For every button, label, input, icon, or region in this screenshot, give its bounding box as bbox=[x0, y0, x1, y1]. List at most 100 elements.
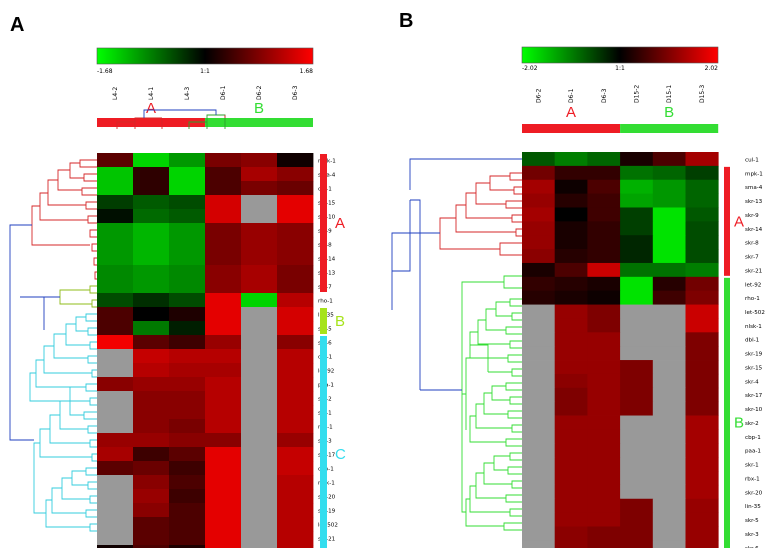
heatmap-cell bbox=[277, 265, 314, 280]
row-label: cul-1 bbox=[745, 157, 759, 163]
heatmap-cell bbox=[169, 335, 206, 350]
heatmap-cell bbox=[97, 153, 134, 168]
heatmap-cell bbox=[133, 251, 170, 266]
heatmap-cell bbox=[205, 181, 242, 196]
heatmap-cell bbox=[685, 471, 719, 486]
heatmap-cell bbox=[620, 373, 654, 389]
heatmap-cell bbox=[685, 360, 719, 375]
row-label: mpk-1 bbox=[745, 171, 763, 177]
heatmap-cell bbox=[133, 433, 170, 448]
heatmap-cell bbox=[620, 276, 654, 292]
row-label: skr-21 bbox=[745, 268, 763, 274]
heatmap-cell bbox=[652, 249, 686, 264]
heatmap-cell bbox=[620, 346, 654, 361]
heatmap-cell bbox=[554, 346, 588, 361]
column-group-bar bbox=[522, 124, 621, 133]
heatmap-cell bbox=[205, 475, 242, 490]
row-group-bar bbox=[320, 154, 327, 292]
heatmap-cell bbox=[554, 332, 588, 347]
heatmap-cell bbox=[97, 265, 134, 280]
row-group-bar bbox=[724, 166, 730, 276]
heatmap-cell bbox=[97, 307, 134, 322]
heatmap-cell bbox=[685, 165, 719, 181]
heatmap-cell bbox=[620, 304, 654, 319]
heatmap-cell bbox=[205, 377, 242, 392]
panel-b: B -2.02 1:1 2.02 D6-2 D6-1 D6-3 D15-2 D15-1 D… bbox=[391, 10, 765, 548]
heatmap-cell bbox=[522, 526, 556, 541]
heatmap-cell bbox=[587, 415, 621, 430]
column-label: D6-3 bbox=[601, 88, 608, 103]
heatmap-cell bbox=[169, 265, 206, 280]
row-label: let-92 bbox=[745, 282, 761, 288]
heatmap-cell bbox=[169, 279, 206, 294]
heatmap-cell bbox=[97, 321, 134, 336]
heatmap-cell bbox=[522, 249, 556, 264]
heatmap-cell bbox=[587, 346, 621, 361]
heatmap-cell bbox=[97, 531, 134, 546]
heatmap-cell bbox=[97, 335, 134, 350]
heatmap-cell bbox=[241, 475, 278, 490]
heatmap-cell bbox=[587, 207, 621, 222]
panel-a-scale-min: -1.68 bbox=[97, 68, 113, 75]
heatmap-cell bbox=[133, 293, 170, 308]
panel-b-scale-mid: 1:1 bbox=[615, 65, 625, 72]
heatmap-cell bbox=[685, 373, 719, 389]
heatmap-cell bbox=[652, 304, 686, 319]
heatmap-cell bbox=[587, 152, 621, 167]
heatmap-cell bbox=[685, 276, 719, 292]
column-label: L4-1 bbox=[148, 87, 155, 100]
heatmap-cell bbox=[554, 290, 588, 305]
heatmap-cell bbox=[241, 489, 278, 504]
heatmap-cell bbox=[97, 391, 134, 406]
heatmap-cell bbox=[97, 405, 134, 420]
heatmap-cell bbox=[652, 443, 686, 458]
heatmap-cell bbox=[587, 373, 621, 389]
heatmap-cell bbox=[554, 484, 588, 500]
panel-a-column-dendrogram bbox=[116, 109, 226, 129]
heatmap-cell bbox=[554, 471, 588, 486]
heatmap-cell bbox=[205, 545, 242, 548]
heatmap-cell bbox=[554, 207, 588, 222]
row-label: skr-6 bbox=[745, 546, 759, 548]
heatmap-cell bbox=[277, 447, 314, 462]
heatmap-cell bbox=[522, 179, 556, 195]
heatmap-cell bbox=[133, 209, 170, 224]
heatmap-cell bbox=[205, 265, 242, 280]
heatmap-cell bbox=[685, 401, 719, 416]
heatmap-cell bbox=[587, 235, 621, 250]
heatmap-cell bbox=[97, 237, 134, 252]
row-label: nlsk-1 bbox=[745, 324, 762, 330]
heatmap-cell bbox=[241, 321, 278, 336]
heatmap-cell bbox=[169, 433, 206, 448]
heatmap-cell bbox=[205, 293, 242, 308]
panel-a-row-groups: A B C bbox=[320, 154, 346, 548]
row-label: skr-20 bbox=[745, 490, 763, 496]
panel-b-color-scale bbox=[521, 46, 719, 64]
heatmap-cell bbox=[652, 290, 686, 305]
heatmap-cell bbox=[241, 377, 278, 392]
heatmap-cell bbox=[97, 419, 134, 434]
heatmap-cell bbox=[554, 221, 588, 236]
heatmap-cell bbox=[97, 181, 134, 196]
heatmap-cell bbox=[277, 503, 314, 518]
row-group-label: A bbox=[335, 215, 345, 232]
heatmap-cell bbox=[587, 332, 621, 347]
panel-a-color-scale bbox=[96, 47, 314, 65]
heatmap-cell bbox=[554, 304, 588, 319]
heatmap-cell bbox=[133, 517, 170, 532]
heatmap-cell bbox=[620, 290, 654, 305]
heatmap-cell bbox=[241, 209, 278, 224]
heatmap-cell bbox=[205, 433, 242, 448]
heatmap-cell bbox=[685, 193, 719, 208]
heatmap-cell bbox=[685, 498, 719, 514]
column-group-bar bbox=[620, 124, 719, 133]
heatmap-cell bbox=[620, 526, 654, 541]
heatmap-cell bbox=[587, 457, 621, 472]
heatmap-cell bbox=[652, 526, 686, 541]
row-group-bar bbox=[320, 308, 327, 334]
heatmap-cell bbox=[652, 207, 686, 222]
heatmap-cell bbox=[587, 304, 621, 319]
heatmap-cell bbox=[133, 531, 170, 546]
heatmap-cell bbox=[522, 387, 556, 403]
heatmap-cell bbox=[277, 307, 314, 322]
